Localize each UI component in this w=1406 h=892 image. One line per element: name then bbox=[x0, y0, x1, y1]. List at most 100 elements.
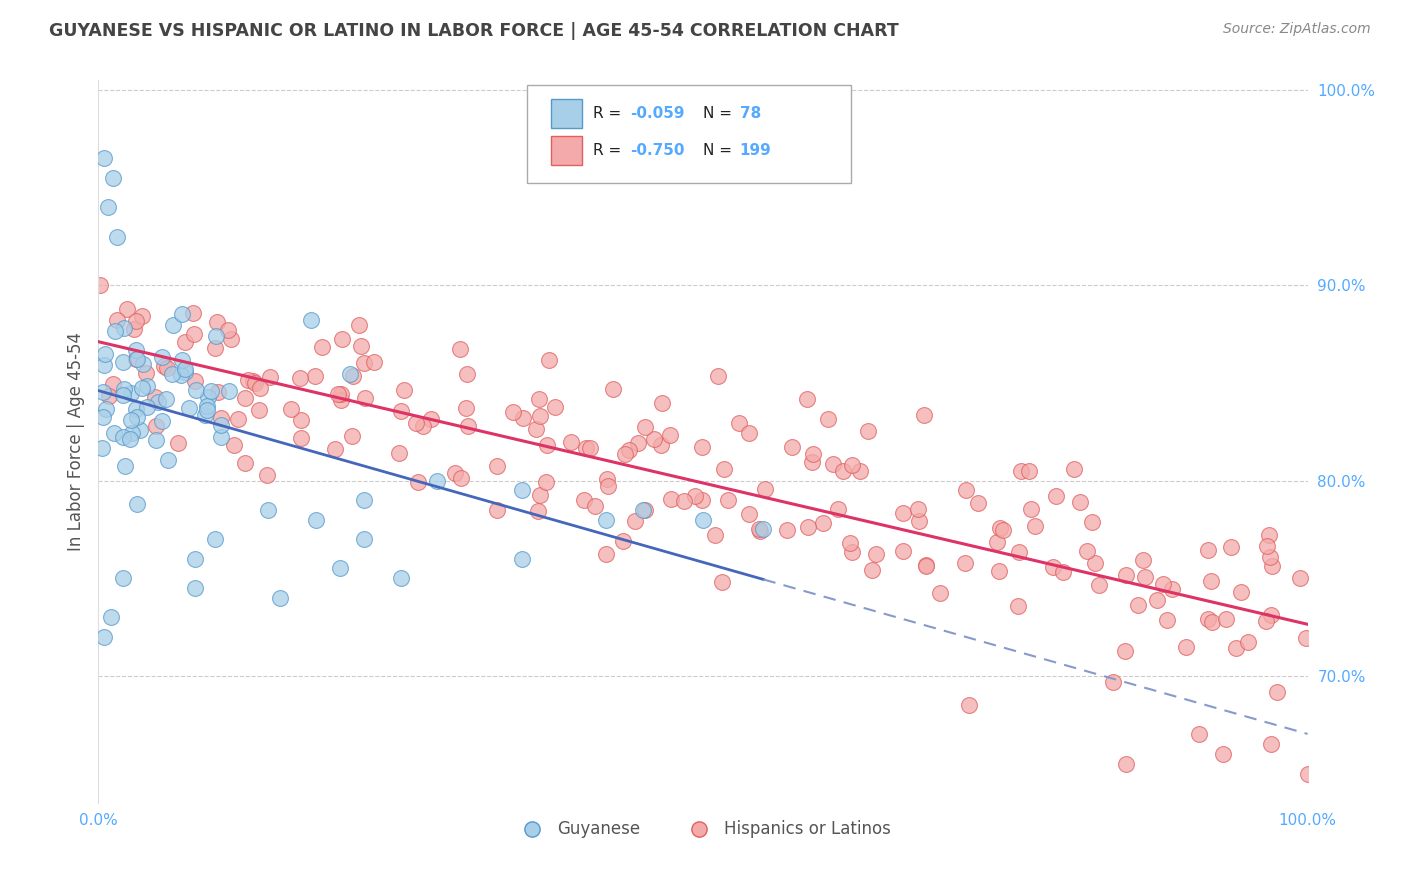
Point bbox=[93, 409, 115, 424]
Point bbox=[304, 369, 326, 384]
Point bbox=[713, 461, 735, 475]
Point bbox=[100, 610, 122, 624]
Point bbox=[1088, 578, 1111, 592]
Point bbox=[650, 438, 672, 452]
Point bbox=[512, 410, 534, 425]
Point bbox=[450, 471, 472, 485]
Point bbox=[111, 571, 134, 585]
Point bbox=[170, 368, 193, 383]
Point bbox=[1152, 576, 1174, 591]
Point bbox=[249, 381, 271, 395]
Point bbox=[184, 375, 207, 389]
Point bbox=[125, 410, 148, 425]
Point bbox=[347, 318, 370, 333]
Point bbox=[1128, 598, 1150, 612]
Point bbox=[1063, 462, 1085, 476]
Point bbox=[89, 278, 111, 293]
Point bbox=[1045, 489, 1067, 503]
Point bbox=[101, 376, 124, 391]
Point bbox=[529, 488, 551, 502]
Point bbox=[486, 503, 509, 517]
Point bbox=[329, 392, 352, 407]
Point bbox=[1146, 593, 1168, 607]
Point bbox=[183, 326, 205, 341]
Point bbox=[595, 513, 617, 527]
Point bbox=[426, 474, 449, 488]
Text: 78: 78 bbox=[740, 106, 761, 120]
Point bbox=[209, 430, 232, 444]
Point bbox=[354, 391, 377, 405]
Point bbox=[690, 440, 713, 454]
Point bbox=[120, 413, 142, 427]
Point bbox=[1135, 570, 1157, 584]
Point bbox=[856, 424, 879, 438]
Point bbox=[1007, 599, 1029, 613]
Point bbox=[222, 438, 245, 452]
Point bbox=[527, 392, 550, 406]
Point bbox=[624, 514, 647, 528]
Point bbox=[156, 361, 179, 376]
Point bbox=[353, 356, 375, 370]
Point bbox=[209, 417, 232, 432]
Point bbox=[634, 503, 657, 517]
Point bbox=[748, 523, 770, 537]
Point bbox=[841, 458, 863, 472]
Point bbox=[233, 392, 256, 406]
Point bbox=[342, 429, 364, 443]
Point bbox=[93, 152, 115, 166]
Point bbox=[173, 365, 195, 379]
Point bbox=[184, 551, 207, 566]
Point bbox=[823, 457, 845, 471]
Point bbox=[200, 384, 222, 399]
Point bbox=[1258, 528, 1281, 542]
Point bbox=[914, 558, 936, 572]
Point bbox=[800, 455, 823, 469]
Point bbox=[93, 384, 115, 399]
Point bbox=[797, 520, 820, 534]
Point bbox=[454, 401, 477, 416]
Point bbox=[529, 409, 551, 423]
Point bbox=[560, 435, 582, 450]
Point bbox=[112, 382, 135, 396]
Point bbox=[754, 483, 776, 497]
Point bbox=[643, 433, 665, 447]
Text: Source: ZipAtlas.com: Source: ZipAtlas.com bbox=[1223, 22, 1371, 37]
Point bbox=[127, 352, 149, 367]
Point bbox=[891, 543, 914, 558]
Point bbox=[893, 507, 915, 521]
Point bbox=[612, 534, 634, 549]
Point bbox=[184, 581, 207, 595]
Text: R =: R = bbox=[593, 144, 627, 158]
Point bbox=[860, 563, 883, 577]
Point bbox=[1019, 502, 1042, 516]
Point bbox=[131, 309, 153, 323]
Point bbox=[1084, 556, 1107, 570]
Point bbox=[412, 418, 434, 433]
Point bbox=[1114, 644, 1136, 658]
Point bbox=[290, 431, 312, 445]
Point bbox=[692, 493, 714, 508]
Point bbox=[350, 338, 373, 352]
Point bbox=[839, 536, 862, 550]
Point bbox=[1132, 553, 1154, 567]
Point bbox=[209, 411, 232, 425]
Point bbox=[987, 564, 1010, 578]
Point bbox=[1201, 615, 1223, 629]
Point bbox=[160, 367, 183, 381]
Point bbox=[502, 405, 524, 419]
Point bbox=[197, 390, 219, 404]
Point bbox=[205, 315, 228, 329]
Point bbox=[683, 489, 706, 503]
Point bbox=[290, 371, 312, 385]
Point bbox=[145, 433, 167, 447]
Point bbox=[1258, 549, 1281, 564]
Point bbox=[112, 388, 135, 402]
Point bbox=[305, 513, 328, 527]
Point bbox=[290, 413, 312, 427]
Point bbox=[103, 425, 125, 440]
Point bbox=[801, 447, 824, 461]
Point bbox=[780, 440, 803, 454]
Point bbox=[456, 368, 478, 382]
Point bbox=[1115, 756, 1137, 771]
Point bbox=[122, 322, 145, 336]
